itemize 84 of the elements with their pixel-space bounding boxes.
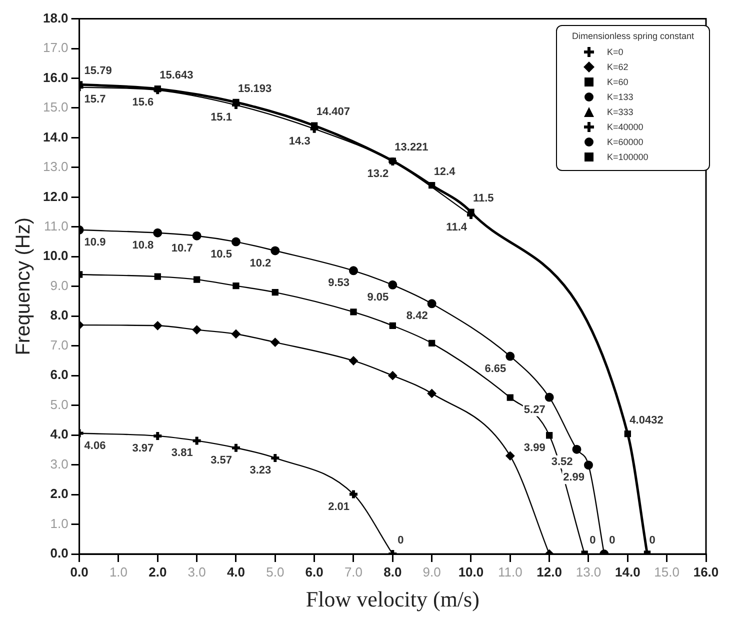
data-label: 3.97 <box>132 442 154 454</box>
data-label: 8.42 <box>406 310 428 322</box>
x-tick-label: 6.0 <box>305 564 324 580</box>
data-label: 10.2 <box>250 257 272 270</box>
data-label: 10.8 <box>132 239 154 252</box>
data-label: 5.27 <box>524 404 546 416</box>
data-label: 3.81 <box>171 447 193 460</box>
y-tick-label: 15.0 <box>42 100 68 115</box>
legend-label: K=100000 <box>607 152 648 162</box>
data-label: 9.05 <box>367 291 389 304</box>
legend-label: K=40000 <box>607 122 644 132</box>
x-tick-label: 14.0 <box>615 564 640 580</box>
data-label: 6.65 <box>484 362 506 375</box>
y-tick-label: 16.0 <box>42 70 68 85</box>
data-label: 12.4 <box>434 166 456 178</box>
data-label: 0 <box>398 534 404 547</box>
data-label: 14.3 <box>288 135 310 148</box>
data-label: 4.0432 <box>630 414 664 426</box>
x-tick-label: 4.0 <box>226 564 246 580</box>
x-tick-label: 2.0 <box>148 564 167 580</box>
x-tick-label: 10.0 <box>458 564 484 580</box>
x-tick-label: 7.0 <box>344 564 363 580</box>
data-label: 4.06 <box>84 440 106 452</box>
data-label: 3.99 <box>524 442 546 454</box>
data-label: 15.7 <box>84 94 106 106</box>
data-label: 14.407 <box>316 106 350 118</box>
y-tick-label: 13.0 <box>42 159 68 174</box>
y-tick-label: 10.0 <box>42 248 68 264</box>
data-label: 15.6 <box>132 96 154 109</box>
data-label: 0 <box>649 534 656 547</box>
x-tick-label: 12.0 <box>536 564 562 580</box>
y-tick-label: 18.0 <box>42 10 68 26</box>
x-tick-label: 11.0 <box>498 564 522 580</box>
data-label: 13.2 <box>367 168 389 180</box>
y-axis-title: Frequency (Hz) <box>12 217 35 356</box>
data-label: 15.643 <box>160 69 194 82</box>
y-tick-label: 14.0 <box>42 129 68 144</box>
y-tick-label: 1.0 <box>50 516 68 531</box>
y-tick-label: 6.0 <box>50 367 68 382</box>
y-tick-label: 17.0 <box>42 40 68 56</box>
data-label: 3.52 <box>551 456 573 468</box>
data-label: 10.9 <box>84 236 106 248</box>
y-tick-label: 12.0 <box>42 188 68 204</box>
x-tick-label: 15.0 <box>654 564 680 580</box>
x-tick-label: 16.0 <box>693 564 719 580</box>
y-tick-label: 4.0 <box>50 426 68 442</box>
x-tick-label: 3.0 <box>188 564 206 580</box>
x-axis-title: Flow velocity (m/s) <box>306 586 480 612</box>
data-label: 15.79 <box>84 65 112 78</box>
y-tick-label: 0.0 <box>50 546 68 561</box>
data-label: 11.5 <box>472 192 494 205</box>
x-tick-label: 13.0 <box>576 564 602 580</box>
y-tick-label: 8.0 <box>50 308 68 323</box>
data-label: 13.221 <box>394 141 428 154</box>
y-tick-label: 11.0 <box>44 218 68 234</box>
data-label: 15.193 <box>238 82 272 95</box>
legend-label: K=0 <box>607 47 624 58</box>
x-tick-label: 9.0 <box>422 564 441 580</box>
data-label: 11.4 <box>446 222 468 234</box>
data-label: 0 <box>590 534 596 547</box>
legend-label: K=60000 <box>607 137 644 148</box>
y-tick-label: 2.0 <box>50 486 68 502</box>
data-label: 2.99 <box>563 472 585 484</box>
data-label: 10.5 <box>210 248 232 260</box>
data-label: 10.7 <box>171 242 193 254</box>
data-label: 3.23 <box>250 464 272 476</box>
data-label: 3.57 <box>210 454 232 466</box>
y-tick-label: 7.0 <box>50 337 68 352</box>
x-tick-label: 5.0 <box>266 564 284 580</box>
data-label: 0 <box>609 534 616 547</box>
x-tick-label: 1.0 <box>109 564 128 580</box>
legend-title: Dimensionless spring constant <box>570 30 696 41</box>
legend-label: K=333 <box>607 107 634 118</box>
legend-label: K=133 <box>607 92 634 102</box>
data-label: 2.01 <box>328 500 350 513</box>
y-tick-label: 5.0 <box>50 396 68 412</box>
legend-label: K=62 <box>607 62 628 72</box>
y-tick-label: 3.0 <box>50 456 68 472</box>
data-label: 9.53 <box>328 277 350 290</box>
x-tick-label: 8.0 <box>384 564 402 580</box>
y-tick-label: 9.0 <box>50 278 68 293</box>
data-label: 15.1 <box>210 112 232 124</box>
legend-label: K=60 <box>607 77 628 88</box>
x-tick-label: 0.0 <box>70 564 88 580</box>
